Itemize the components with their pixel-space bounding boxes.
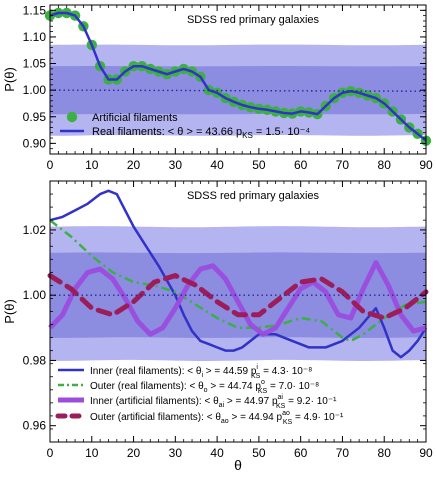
- x-tick-label: 60: [294, 158, 308, 172]
- x-tick-label: 30: [169, 158, 183, 172]
- legend-label: Outer (real filaments): < θo > = 44.74 p…: [90, 379, 319, 395]
- legend-subscript: ao: [221, 418, 229, 425]
- y-tick-label: 1.10: [23, 30, 47, 44]
- legend-label: Outer (artificial filaments): < θao > = …: [90, 410, 344, 426]
- series-1-line: [49, 11, 427, 142]
- bottom-axis-ticks: 0 10 20 30 40 50 60 70 80 90 0.96 0.98 1.00 1.02: [23, 180, 433, 460]
- legend-subscript: i: [201, 372, 203, 379]
- legend-label: Inner (real filaments): < θi > = 44.59 p…: [90, 364, 312, 380]
- x-tick-label: 40: [210, 158, 224, 172]
- y-tick-label: 0.96: [23, 419, 47, 433]
- x-tick-label: 40: [210, 446, 224, 460]
- legend-subscript: KS: [276, 403, 286, 410]
- legend-superscript: ao: [282, 410, 290, 417]
- bottom-series: [47, 189, 429, 359]
- y-tick-label: 0.98: [23, 353, 47, 367]
- legend-subscript: o: [204, 387, 208, 394]
- series-3-dashed: [47, 272, 429, 321]
- legend-superscript: o: [261, 379, 265, 386]
- top-series: [44, 7, 432, 146]
- legend-subscript: ai: [219, 402, 225, 409]
- y-tick-label: 1.00: [23, 288, 47, 302]
- y-tick-label: 1.05: [23, 57, 47, 71]
- legend-mid: > = 44.59 p: [203, 366, 257, 377]
- x-tick-label: 30: [169, 446, 183, 460]
- legend-label: Real filaments: < θ > = 43.66 pKS = 1.5·…: [92, 126, 310, 140]
- series-1-dashdot: [49, 219, 427, 343]
- legend-subscript: KS: [242, 131, 253, 140]
- x-tick-label: 70: [336, 158, 350, 172]
- y-tick-label: 0.90: [23, 136, 47, 150]
- top-axis-ticks: 0 10 20 30 40 50 60 70 80 90 0.90 0.95 1.00 1.05 1.10 1…: [23, 3, 433, 172]
- x-tick-label: 60: [294, 446, 308, 460]
- legend-tail: = 9.2· 10⁻¹: [285, 396, 337, 407]
- series-2-thick: [48, 260, 427, 337]
- legend-subscript: KS: [258, 388, 268, 395]
- top-legend: Artificial filaments Real filaments: < θ …: [60, 111, 310, 140]
- legend-tail: = 4.9· 10⁻¹: [292, 412, 344, 423]
- x-tick-label: 90: [419, 446, 433, 460]
- y-tick-label: 1.15: [23, 3, 47, 17]
- inner-band: [50, 252, 426, 338]
- legend-label: Artificial filaments: [92, 112, 178, 124]
- legend-mid: > = 44.94 p: [229, 412, 283, 423]
- x-tick-label: 80: [378, 158, 392, 172]
- legend-tail: = 7.0· 10⁻⁸: [267, 381, 319, 392]
- x-tick-label: 90: [419, 158, 433, 172]
- bottom-panel: 0 10 20 30 40 50 60 70 80 90 0.96 0.98 1.00 1.02 SDSS…: [2, 180, 433, 473]
- top-title: SDSS red primary galaxies: [187, 14, 320, 26]
- legend-tail: = 1.5· 10⁻⁴: [253, 126, 311, 138]
- bottom-x-axis-label: θ: [234, 457, 242, 473]
- legend-mid: > = 44.74 p: [208, 381, 262, 392]
- bottom-title: SDSS red primary galaxies: [187, 190, 320, 202]
- x-tick-label: 70: [336, 446, 350, 460]
- legend-label: Inner (artificial filaments): < θai > = …: [90, 394, 337, 410]
- x-tick-label: 0: [47, 158, 54, 172]
- bottom-legend: Inner (real filaments): < θi > = 44.59 p…: [55, 364, 344, 426]
- x-tick-label: 50: [252, 446, 266, 460]
- legend-subscript: KS: [251, 373, 261, 380]
- top-y-axis-label: P(θ): [2, 67, 17, 92]
- legend-marker-artificial: [66, 111, 78, 123]
- bottom-y-axis-label: P(θ): [2, 299, 17, 324]
- x-tick-label: 0: [47, 446, 54, 460]
- x-tick-label: 10: [85, 446, 99, 460]
- legend-subscript: KS: [283, 419, 293, 426]
- y-tick-label: 0.95: [23, 110, 47, 124]
- x-tick-label: 10: [85, 158, 99, 172]
- x-tick-label: 50: [252, 158, 266, 172]
- legend-superscript: i: [256, 364, 258, 371]
- x-tick-label: 20: [127, 158, 141, 172]
- y-tick-label: 1.00: [23, 83, 47, 97]
- top-panel: 0 10 20 30 40 50 60 70 80 90 0.90 0.95 1.00 1.05 1.10 1…: [2, 3, 433, 172]
- bottom-confidence-bands: [50, 226, 426, 361]
- y-tick-label: 1.02: [23, 223, 47, 237]
- x-tick-label: 80: [378, 446, 392, 460]
- legend-superscript: ai: [278, 394, 284, 401]
- legend-mid: > = 44.97 p: [224, 396, 278, 407]
- legend-tail: = 4.3· 10⁻⁸: [260, 366, 312, 377]
- x-tick-label: 20: [127, 446, 141, 460]
